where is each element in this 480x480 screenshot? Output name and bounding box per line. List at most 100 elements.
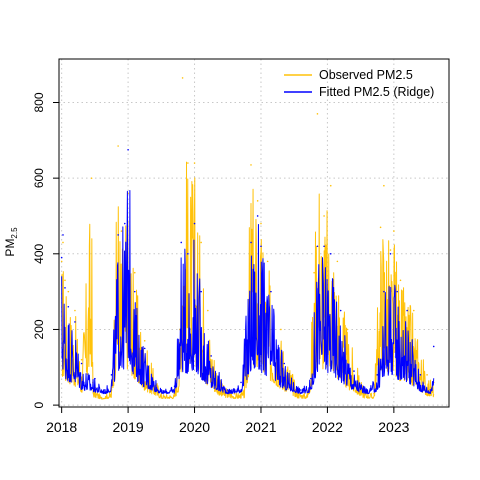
- legend-label-fitted: Fitted PM2.5 (Ridge): [319, 85, 434, 99]
- series-0-point-34: [316, 113, 319, 115]
- series-1-point-22: [240, 381, 242, 384]
- series-0-point-19: [187, 162, 189, 164]
- series-1-point-19: [200, 290, 202, 293]
- y-tick-label-600: 600: [32, 168, 46, 188]
- series-1-point-20: [210, 355, 212, 357]
- y-axis: 0 200 400 600 800: [32, 92, 60, 408]
- series-0-point-26: [250, 164, 252, 166]
- x-tick-label-2020: 2020: [179, 419, 210, 435]
- series-0-point-36: [329, 184, 332, 187]
- series-0-point-32: [306, 392, 309, 395]
- series-0-point-8: [100, 396, 103, 399]
- series-1-point-8: [110, 374, 113, 376]
- series-0-point-20: [193, 162, 196, 164]
- series-0-point-21: [200, 241, 202, 244]
- series-1-point-9: [117, 234, 119, 236]
- series-1-point-23: [250, 241, 252, 244]
- series-0-point-33: [313, 271, 315, 274]
- series-0-point-10: [117, 145, 119, 147]
- series-1-point-33: [339, 309, 342, 312]
- series-1-point-36: [376, 374, 379, 376]
- series-0-point-45: [399, 279, 402, 282]
- series-line-1: [61, 190, 435, 395]
- series-0-point-3: [67, 290, 70, 293]
- series-1-point-26: [270, 290, 272, 293]
- series-0-point-22: [207, 309, 209, 312]
- legend-label-observed: Observed PM2.5: [319, 68, 413, 82]
- series-1-point-43: [432, 345, 435, 348]
- series-0-point-38: [346, 328, 349, 331]
- series-1-point-39: [396, 290, 398, 293]
- series-1-point-25: [260, 245, 262, 248]
- series-0-point-41: [379, 226, 382, 229]
- series-1-point-7: [104, 389, 106, 391]
- series-1-point-3: [67, 305, 70, 308]
- legend: Observed PM2.5 Fitted PM2.5 (Ridge): [284, 68, 434, 99]
- series-1-point-16: [180, 241, 183, 244]
- series-1-point-0: [60, 256, 63, 259]
- series-1-point-34: [353, 370, 355, 372]
- series-0-point-44: [393, 230, 395, 232]
- x-tick-label-2023: 2023: [378, 419, 409, 435]
- series-0-point-37: [336, 260, 339, 263]
- series-layer: [60, 77, 435, 400]
- series-1-point-38: [389, 253, 392, 255]
- y-tick-label-800: 800: [32, 92, 46, 112]
- series-0-point-2: [64, 279, 66, 282]
- series-0-point-25: [243, 389, 246, 391]
- series-0-point-18: [181, 77, 184, 79]
- series-0-point-47: [426, 374, 428, 376]
- y-axis-title-main: PM: [3, 239, 17, 257]
- x-tick-label-2019: 2019: [113, 419, 144, 435]
- y-axis-title-subscript: 2.5: [10, 227, 19, 239]
- y-axis-title: PM2.5: [3, 227, 19, 257]
- series-0-point-28: [260, 222, 262, 225]
- series-0-point-1: [62, 241, 64, 244]
- series-1-point-42: [429, 389, 432, 391]
- series-1-point-2: [64, 287, 66, 289]
- series-0-point-5: [80, 358, 83, 361]
- series-1-point-27: [283, 362, 286, 365]
- series-0-point-30: [280, 328, 282, 331]
- series-1-point-14: [160, 389, 163, 391]
- x-tick-label-2021: 2021: [245, 419, 276, 435]
- series-0-point-27: [256, 200, 259, 202]
- series-1-point-24: [256, 215, 259, 217]
- series-1-point-31: [323, 245, 325, 248]
- series-1-point-11: [127, 148, 129, 151]
- series-1-point-1: [62, 234, 64, 236]
- series-1-point-5: [80, 362, 83, 365]
- series-1-point-18: [193, 222, 196, 225]
- series-1-point-17: [187, 253, 189, 255]
- series-1-point-35: [366, 389, 369, 391]
- series-1-point-6: [94, 377, 96, 380]
- series-1-point-32: [329, 253, 332, 255]
- series-0-point-0: [60, 260, 63, 263]
- series-1-point-12: [133, 290, 136, 293]
- series-0-point-46: [412, 309, 415, 312]
- series-0-point-43: [389, 249, 392, 251]
- series-1-point-41: [419, 374, 422, 376]
- series-1-point-4: [74, 321, 76, 323]
- series-1-point-30: [316, 245, 319, 248]
- series-0-point-13: [133, 271, 136, 274]
- x-tick-label-2018: 2018: [46, 419, 77, 435]
- series-1-point-29: [310, 377, 312, 380]
- x-tick-label-2022: 2022: [312, 419, 343, 435]
- y-tick-label-400: 400: [32, 243, 46, 263]
- x-axis: 2018 2019 2020 2021 2022 2023: [46, 406, 410, 435]
- series-1-point-37: [383, 290, 385, 293]
- series-0-point-24: [233, 392, 236, 395]
- series-1-point-10: [123, 222, 126, 225]
- series-1-point-13: [143, 347, 146, 350]
- series-0-point-42: [383, 184, 385, 187]
- series-1-point-40: [406, 309, 408, 312]
- y-tick-label-200: 200: [32, 319, 46, 339]
- series-1-point-28: [300, 389, 302, 391]
- series-0-point-11: [120, 230, 123, 232]
- series-1-point-15: [173, 385, 176, 388]
- series-0-point-35: [323, 215, 325, 217]
- series-0-point-4: [74, 309, 76, 312]
- series-0-point-40: [373, 392, 375, 395]
